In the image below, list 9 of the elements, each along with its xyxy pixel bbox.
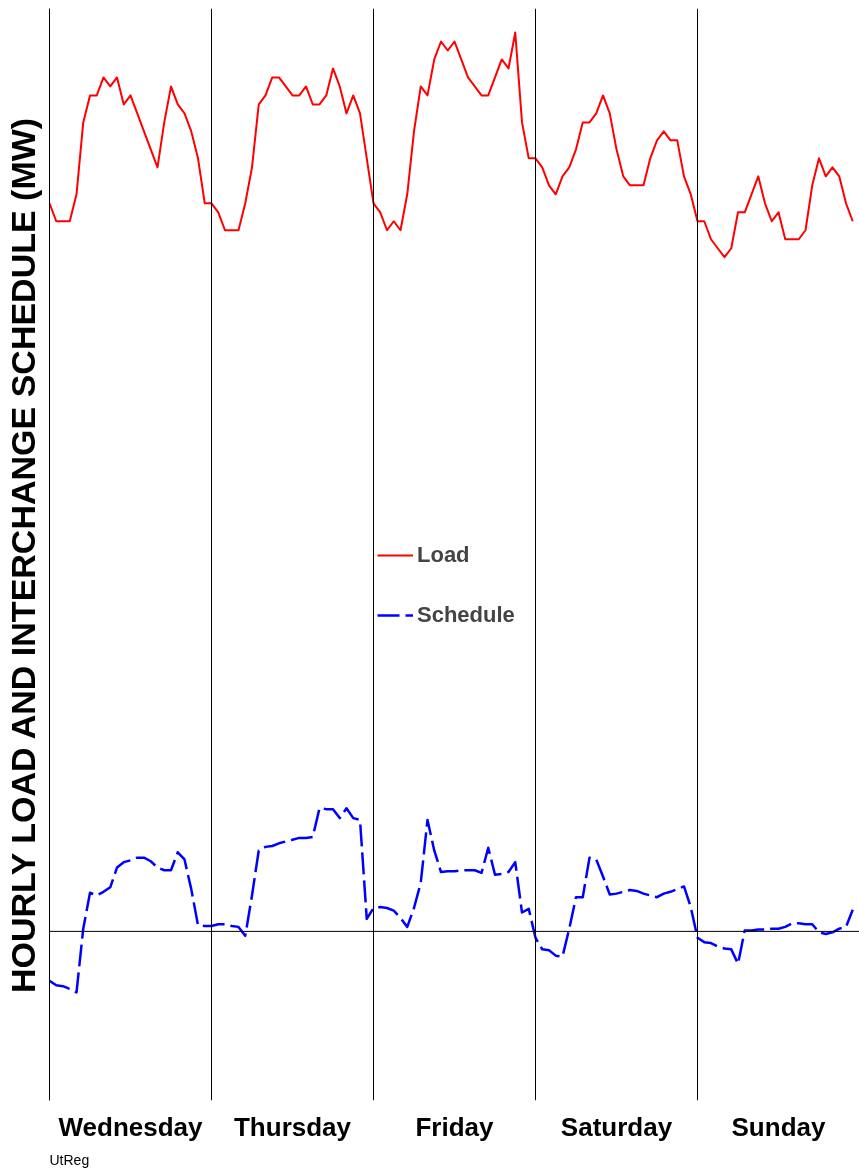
x-tick-label: Thursday (233, 1111, 352, 1142)
x-tick-label: Saturday (560, 1111, 673, 1142)
y-axis-title: HOURLY LOAD AND INTERCHANGE SCHEDULE (MW) (3, 117, 42, 994)
text: UtReg (49, 1151, 90, 1168)
x-tick-label: Friday (415, 1111, 495, 1142)
legend-label: Load (417, 542, 470, 568)
legend-label: Schedule (417, 602, 515, 628)
x-tick-label: Wednesday (58, 1111, 204, 1142)
x-tick-label: Sunday (731, 1111, 826, 1142)
